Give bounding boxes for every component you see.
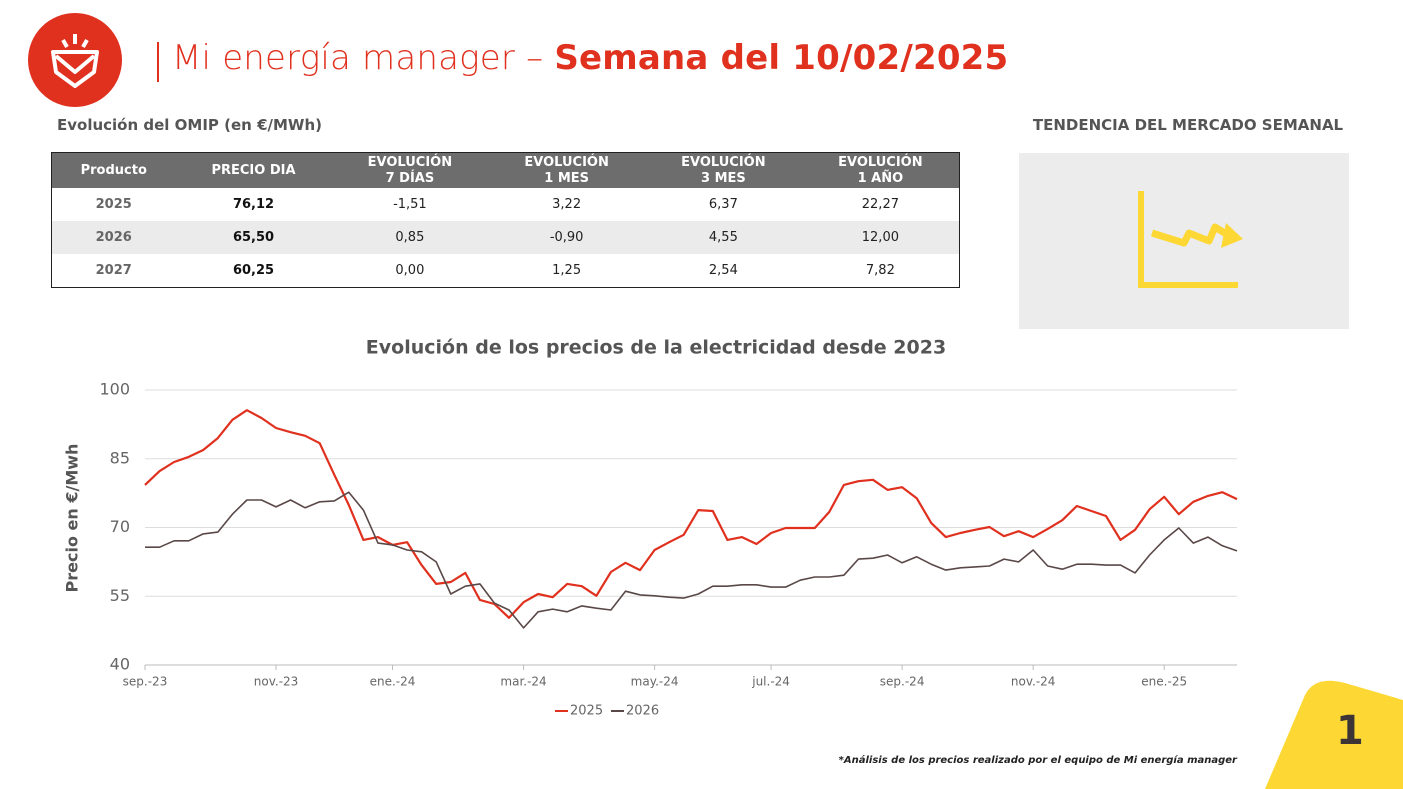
evolution: 7,82 [865, 263, 895, 278]
legend-label: 2026 [626, 704, 659, 719]
chart: Evolución de los precios de la electrici… [63, 337, 1238, 719]
header-line: EVOLUCIÓN [367, 154, 453, 170]
column-header: PRECIO DIA [175, 152, 332, 188]
trend-axes [1138, 191, 1238, 288]
title-text: Mi energía manager – [172, 38, 544, 78]
column-header: EVOLUCIÓN 7 DÍAS [331, 152, 489, 188]
x-tick-label: jul.-24 [751, 675, 790, 689]
y-tick-label: 85 [110, 448, 130, 467]
y-tick-label: 100 [99, 380, 130, 399]
series-line [144, 409, 1238, 619]
x-tick-label: ene.-24 [370, 675, 416, 689]
chart-title: Evolución de los precios de la electrici… [366, 337, 946, 359]
trend-line [1150, 223, 1233, 247]
product: 2025 [95, 197, 132, 212]
price: 65,50 [175, 221, 332, 254]
y-tick-label: 55 [110, 586, 130, 605]
header-line: EVOLUCIÓN [524, 154, 609, 170]
price: 60,25 [232, 263, 275, 278]
title-bar [157, 42, 159, 82]
trend-icon [1138, 191, 1243, 288]
table-row: 2025 76,12 -1,51 3,22 6,37 22,27 [52, 188, 960, 221]
header-line: EVOLUCIÓN [838, 154, 923, 170]
evolution: 0,00 [395, 263, 425, 278]
evolution: 0,85 [331, 221, 489, 254]
x-tick-label: sep.-24 [880, 675, 925, 689]
column-header: Producto [51, 152, 176, 188]
evolution: 12,00 [801, 221, 960, 254]
header-line: 1 MES [544, 170, 590, 186]
x-tick-label: sep.-23 [123, 675, 168, 689]
trend-box [1019, 153, 1349, 329]
logo-mark [51, 34, 99, 88]
footnote: *Análisis de los precios realizado por e… [838, 755, 1237, 766]
evolution: 6,37 [708, 197, 738, 212]
header-line: EVOLUCIÓN [681, 154, 766, 170]
column-header: EVOLUCIÓN 1 MES [488, 152, 646, 188]
header-line: 7 DÍAS [385, 170, 435, 186]
omip-table: Producto PRECIO DIA EVOLUCIÓN 7 DÍAS EVOLUCI… [51, 152, 960, 288]
series-line [145, 491, 1238, 629]
column-header: EVOLUCIÓN 3 MES [645, 152, 802, 188]
trend-title: TENDENCIA DEL MERCADO SEMANAL [1032, 116, 1344, 134]
y-axis-label: Precio en €/Mwh [63, 444, 82, 593]
y-tick-label: 70 [110, 517, 130, 536]
evolution: 2,54 [708, 263, 738, 278]
table-row: 2026 65,50 0,85 -0,90 4,55 12,00 [51, 221, 960, 254]
product: 2026 [51, 221, 176, 254]
corner-shape [1265, 680, 1403, 789]
evolution: -0,90 [488, 221, 646, 254]
header-line: 3 MES [701, 170, 746, 186]
evolution: 4,55 [645, 221, 802, 254]
x-tick-label: nov.-24 [1011, 675, 1056, 689]
title-bold: Semana del 10/02/2025 [554, 38, 1009, 78]
x-tick-label: ene.-25 [1141, 675, 1187, 689]
trend-arrow [1221, 223, 1243, 248]
logo [28, 13, 122, 107]
page-title: Mi energía manager – Semana del 10/02/20… [172, 38, 1008, 78]
header-line: 1 AÑO [857, 170, 904, 186]
price: 76,12 [232, 197, 275, 212]
table-title: Evolución del OMIP (en €/MWh) [57, 116, 322, 134]
evolution: 1,25 [552, 263, 582, 278]
evolution: 3,22 [552, 197, 582, 212]
evolution: -1,51 [393, 197, 427, 212]
page-number: 1 [1336, 708, 1364, 754]
column-header: EVOLUCIÓN 1 AÑO [801, 152, 960, 188]
table-row: 2027 60,25 0,00 1,25 2,54 7,82 [52, 254, 960, 288]
y-tick-label: 40 [110, 655, 130, 674]
legend-label: 2025 [570, 704, 603, 719]
product: 2027 [95, 263, 132, 278]
x-tick-label: nov.-23 [254, 675, 299, 689]
evolution: 22,27 [861, 197, 899, 212]
x-tick-label: may.-24 [631, 675, 679, 689]
x-tick-label: mar.-24 [500, 675, 546, 689]
